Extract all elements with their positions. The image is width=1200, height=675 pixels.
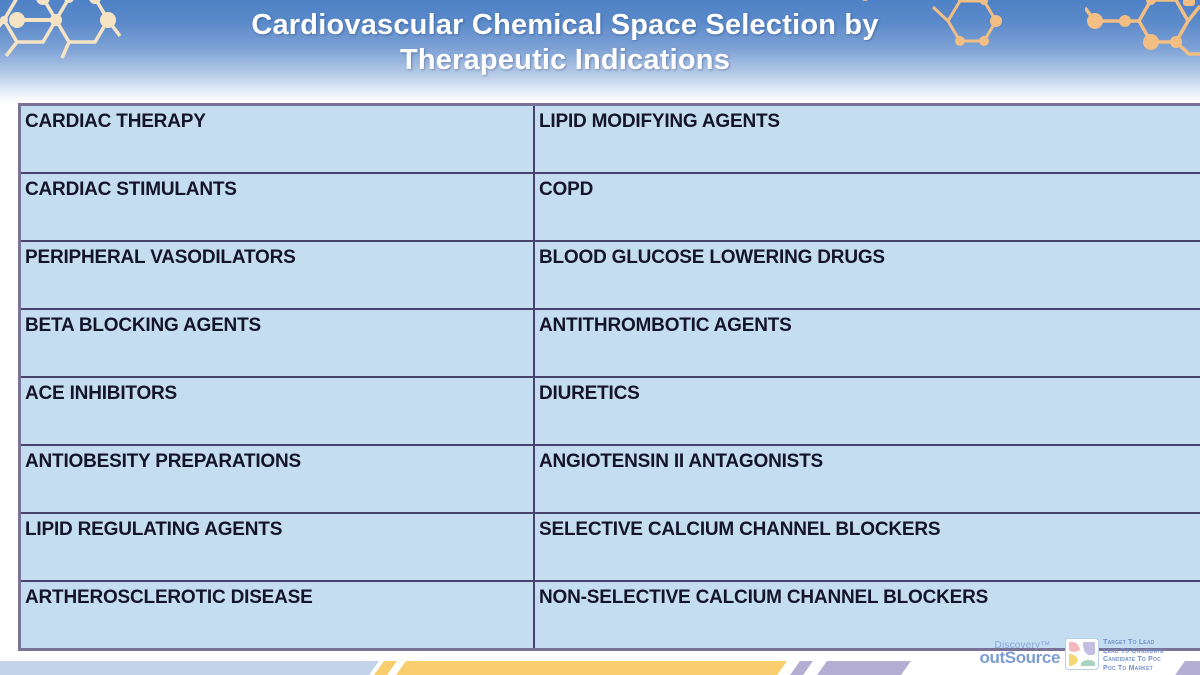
footer-stripe-purple-slash [790, 661, 813, 675]
table-cell: BETA BLOCKING AGENTS [18, 308, 535, 378]
table-row: ARTHEROSCLEROTIC DISEASE NON-SELECTIVE C… [18, 580, 1200, 651]
tagline-line: Poc to Market [1103, 664, 1153, 672]
table-cell: ANGIOTENSIN II ANTAGONISTS [533, 444, 1200, 514]
table-row: ACE INHIBITORS DIURETICS [18, 376, 1200, 446]
table-cell: PERIPHERAL VASODILATORS [18, 240, 535, 310]
table-cell: CARDIAC STIMULANTS [18, 172, 535, 242]
outsource-logo-icon [1065, 638, 1099, 670]
table-cell: ACE INHIBITORS [18, 376, 535, 446]
footer-logo-block: Discovery™ outSource Target to Lead Lead… [960, 637, 1164, 675]
footer-stripe-blue [0, 661, 370, 675]
slide-title: Cardiovascular Chemical Space Selection … [0, 8, 1130, 78]
footer-stripe-yellow-bar [396, 661, 787, 675]
brand-outsource-label: outSource [979, 648, 1061, 667]
table-row: ANTIOBESITY PREPARATIONS ANGIOTENSIN II … [18, 444, 1200, 514]
therapeutic-indications-table: CARDIAC THERAPY LIPID MODIFYING AGENTS C… [18, 103, 1200, 651]
table-cell: BLOOD GLUCOSE LOWERING DRUGS [533, 240, 1200, 310]
table-cell: ARTHEROSCLEROTIC DISEASE [18, 580, 535, 651]
header-banner: Cardiovascular Chemical Space Selection … [0, 0, 1200, 103]
table-cell: DIURETICS [533, 376, 1200, 446]
table-row: CARDIAC THERAPY LIPID MODIFYING AGENTS [18, 103, 1200, 174]
table-row: LIPID REGULATING AGENTS SELECTIVE CALCIU… [18, 512, 1200, 582]
table-row: PERIPHERAL VASODILATORS BLOOD GLUCOSE LO… [18, 240, 1200, 310]
table-cell: COPD [533, 172, 1200, 242]
tagline: Target to Lead Lead to Candidate Candida… [1103, 639, 1183, 673]
slide-title-line2: Therapeutic Indications [399, 44, 731, 76]
tagline-line: Candidate to Poc [1103, 656, 1161, 663]
table-cell: ANTIOBESITY PREPARATIONS [18, 444, 535, 514]
slide-title-line1: Cardiovascular Chemical Space Selection … [251, 9, 879, 41]
tagline-line: Lead to Candidate [1103, 647, 1164, 655]
table-row: CARDIAC STIMULANTS COPD [18, 172, 1200, 242]
table-cell: LIPID REGULATING AGENTS [18, 512, 535, 582]
table-cell: SELECTIVE CALCIUM CHANNEL BLOCKERS [533, 512, 1200, 582]
tagline-line: Target to Lead [1103, 639, 1155, 646]
table-cell: ANTITHROMBOTIC AGENTS [533, 308, 1200, 378]
footer-stripe-purple-bar [817, 661, 911, 675]
brand-discovery-label: Discovery™ [994, 640, 1051, 651]
table-cell: LIPID MODIFYING AGENTS [533, 103, 1200, 174]
table-row: BETA BLOCKING AGENTS ANTITHROMBOTIC AGEN… [18, 308, 1200, 378]
footer-stripe-yellow-slash [374, 661, 397, 675]
table-cell: CARDIAC THERAPY [18, 103, 535, 174]
